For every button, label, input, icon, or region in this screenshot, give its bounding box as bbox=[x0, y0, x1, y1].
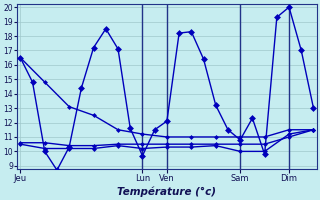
X-axis label: Température (°c): Température (°c) bbox=[117, 186, 216, 197]
